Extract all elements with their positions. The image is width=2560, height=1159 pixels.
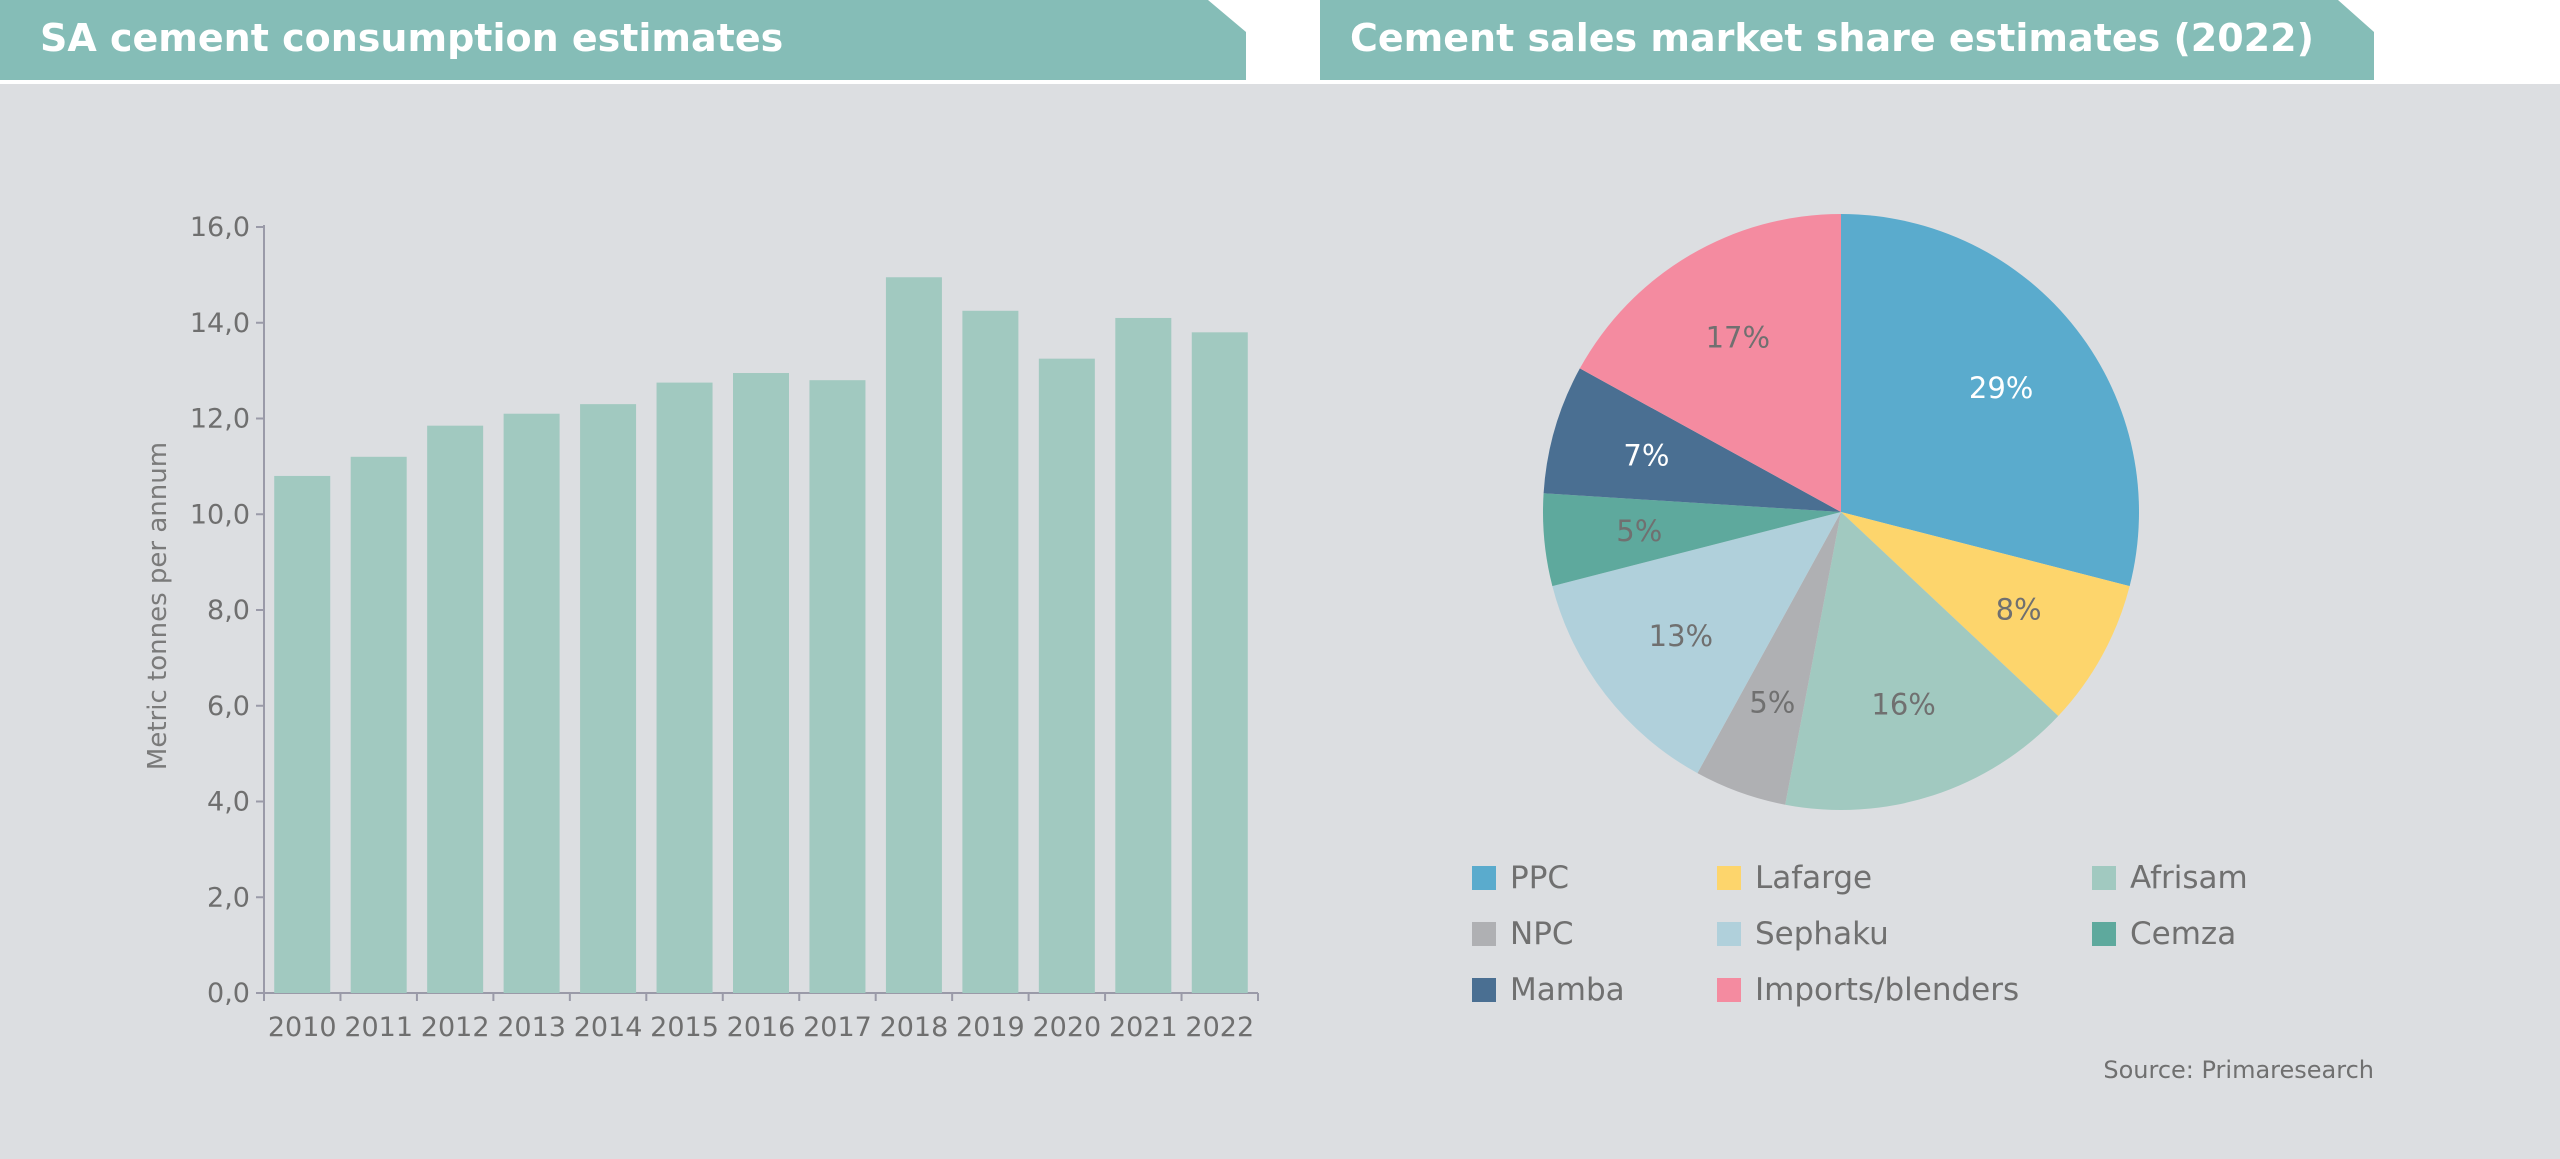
bar-2017: [809, 380, 866, 993]
bar-2014: [580, 404, 637, 993]
x-tick-label: 2021: [1109, 1012, 1178, 1043]
x-tick-label: 2015: [650, 1012, 719, 1043]
x-tick-label: 2013: [497, 1012, 566, 1043]
y-tick-label: 0,0: [207, 978, 250, 1009]
pie-label-mamba: 7%: [1623, 438, 1669, 472]
bar-2022: [1191, 332, 1248, 993]
legend-swatch: [1717, 922, 1741, 946]
market-share-pie-chart: 29% 8% 16% 5% 13% 5% 7% 17%: [1543, 214, 2139, 810]
x-tick-label: 2020: [1032, 1012, 1101, 1043]
legend-swatch: [1717, 866, 1741, 890]
legend-label: Lafarge: [1755, 860, 1873, 896]
bar-2015: [656, 382, 713, 993]
x-tick-label: 2019: [956, 1012, 1025, 1043]
legend-item-sephaku: Sephaku: [1717, 906, 2092, 962]
pie-label-npc: 5%: [1749, 686, 1795, 720]
market-share-chart-title: Cement sales market share estimates (202…: [1320, 0, 2374, 80]
pie-label-afrisam: 16%: [1871, 688, 1935, 722]
legend-item-imports-blenders: Imports/blenders: [1717, 962, 2092, 1018]
legend-item-lafarge: Lafarge: [1717, 850, 2092, 906]
pie-slice-npc: [1697, 512, 1841, 805]
y-axis-title: Metric tonnes per annum: [143, 442, 173, 770]
bar-2013: [503, 413, 560, 993]
x-tick-label: 2016: [727, 1012, 796, 1043]
bar-2018: [885, 277, 942, 993]
x-tick-label: 2018: [880, 1012, 949, 1043]
pie-slice-cemza: [1543, 493, 1841, 587]
x-tick-label: 2022: [1185, 1012, 1254, 1043]
y-tick-label: 16,0: [190, 212, 250, 243]
source-note: Source: Primaresearch: [2103, 1056, 2374, 1084]
pie-slice-imports-blenders: [1579, 214, 1841, 512]
legend-label: NPC: [1510, 916, 1574, 952]
pie-legend: PPC Lafarge Afrisam NPC Sephaku Cemza Mamba Imp…: [1472, 850, 2352, 1018]
bar-2012: [427, 425, 484, 993]
x-tick-label: 2014: [574, 1012, 643, 1043]
y-tick-label: 14,0: [190, 308, 250, 339]
x-tick-label: 2012: [421, 1012, 490, 1043]
y-tick-label: 12,0: [190, 404, 250, 435]
x-tick-label: 2010: [268, 1012, 337, 1043]
y-tick-label: 10,0: [190, 499, 250, 530]
bar-2020: [1038, 358, 1095, 993]
pie-label-cemza: 5%: [1616, 514, 1662, 548]
legend-label: Imports/blenders: [1755, 972, 2020, 1008]
pie-slice-ppc: [1841, 214, 2139, 587]
legend-label: Sephaku: [1755, 916, 1889, 952]
x-tick-label: 2011: [344, 1012, 413, 1043]
bar-2021: [1115, 317, 1172, 993]
legend-item-cemza: Cemza: [2092, 906, 2352, 962]
bar-2010: [274, 475, 331, 993]
y-tick-label: 2,0: [207, 882, 250, 913]
legend-item-afrisam: Afrisam: [2092, 850, 2352, 906]
y-tick-label: 6,0: [207, 691, 250, 722]
bar-2019: [962, 310, 1019, 993]
pie-label-ppc: 29%: [1969, 371, 2033, 405]
legend-label: Mamba: [1510, 972, 1625, 1008]
legend-item-npc: NPC: [1472, 906, 1717, 962]
x-tick-label: 2017: [803, 1012, 872, 1043]
legend-label: Afrisam: [2130, 860, 2248, 896]
legend-swatch: [1717, 978, 1741, 1002]
legend-swatch: [1472, 866, 1496, 890]
bar-2011: [350, 456, 407, 993]
pie-label-sephaku: 13%: [1649, 619, 1713, 653]
pie-slice-lafarge: [1841, 512, 2130, 716]
bar-2016: [733, 373, 789, 993]
pie-label-lafarge: 8%: [1996, 593, 2042, 627]
legend-swatch: [1472, 978, 1496, 1002]
pie-slice-afrisam: [1785, 512, 2059, 810]
legend-item-mamba: Mamba: [1472, 962, 1717, 1018]
y-tick-label: 8,0: [207, 595, 250, 626]
legend-label: PPC: [1510, 860, 1570, 896]
legend-label: Cemza: [2130, 916, 2237, 952]
y-tick-label: 4,0: [207, 787, 250, 818]
pie-slice-sephaku: [1552, 512, 1841, 774]
legend-swatch: [2092, 922, 2116, 946]
pie-slice-mamba: [1543, 368, 1841, 512]
consumption-chart-title: SA cement consumption estimates: [0, 0, 1246, 80]
consumption-bar-chart: 0,0 2,0 4,0 6,0 8,0 10,0 12,0 14,0 16,0 Metric to…: [143, 212, 1259, 1043]
legend-swatch: [2092, 866, 2116, 890]
chart-panel-background: [0, 84, 2560, 1159]
pie-label-imports-blenders: 17%: [1706, 321, 1770, 355]
legend-item-ppc: PPC: [1472, 850, 1717, 906]
legend-swatch: [1472, 922, 1496, 946]
